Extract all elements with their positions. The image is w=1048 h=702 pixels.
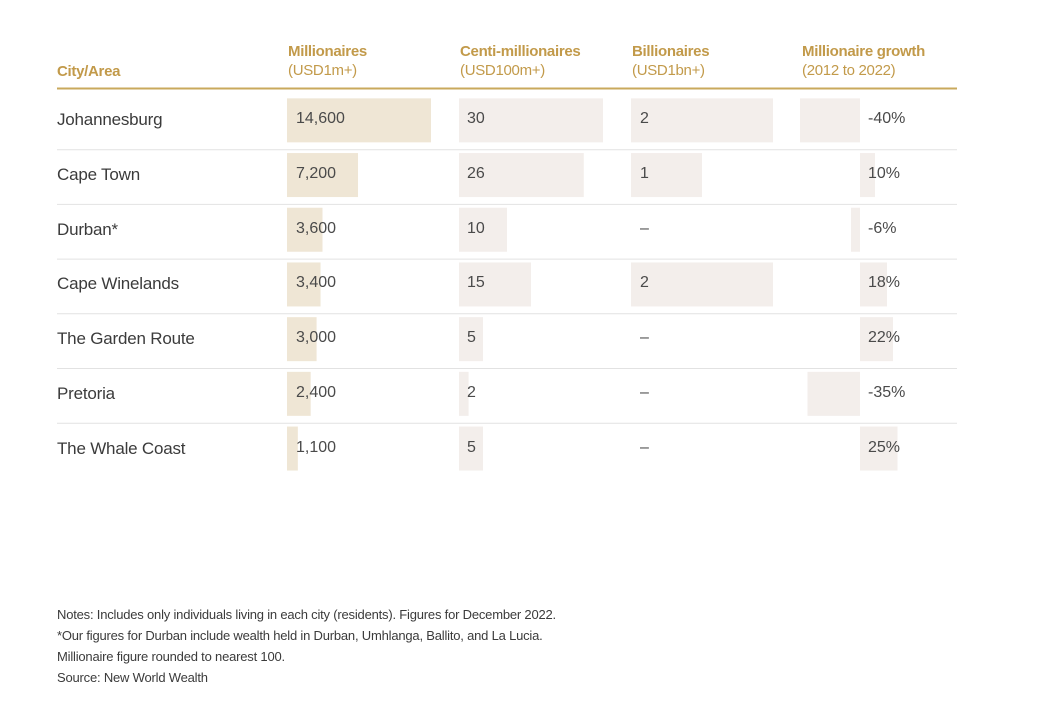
millionaires-bar [287,371,311,416]
billionaires-bar [631,262,773,307]
header-growth-label: Millionaire growth [802,43,925,60]
centi-bar [459,98,603,143]
centi-value: 15 [467,274,485,292]
note-line: Millionaire figure rounded to nearest 10… [57,649,285,664]
header-growth: Millionaire growth (2012 to 2022) [802,42,925,80]
note-line: *Our figures for Durban include wealth h… [57,628,543,643]
growth-value: 18% [868,274,901,292]
centi-bar [459,426,483,471]
millionaires-value: 1,100 [296,438,337,456]
centi-value: 2 [467,383,476,401]
header-centi-unit: (USD100m+) [460,62,545,79]
note-line: Source: New World Wealth [57,670,208,685]
centi-value: 10 [467,219,485,237]
growth-value: 22% [868,329,901,347]
centi-value: 5 [467,329,476,347]
growth-bar [860,317,893,362]
millionaires-bar [287,153,359,198]
centi-value: 5 [467,438,476,456]
millionaires-bar [287,262,321,307]
billionaires-value: – [640,438,649,456]
city-label: The Garden Route [57,329,195,349]
billionaires-value: – [640,383,649,401]
millionaires-value: 3,600 [296,219,337,237]
centi-value: 26 [467,165,485,183]
city-label: Johannesburg [57,110,163,130]
header-billionaires-label: Billionaires [632,43,710,60]
millionaires-value: 3,400 [296,274,337,292]
city-label: Cape Winelands [57,274,179,294]
header-millionaires-label: Millionaires [288,43,367,60]
note-line: Notes: Includes only individuals living … [57,607,556,622]
billionaires-value: 2 [640,110,649,128]
header-millionaires: Millionaires (USD1m+) [288,42,367,80]
header-city-label: City/Area [57,63,121,80]
growth-bar [800,98,860,143]
millionaires-value: 14,600 [296,110,345,128]
billionaires-value: – [640,219,649,237]
centi-bar [459,153,584,198]
millionaires-value: 3,000 [296,329,337,347]
rule-layer [57,87,957,424]
header-millionaires-unit: (USD1m+) [288,62,357,79]
header-city: City/Area [57,62,120,81]
city-label: Cape Town [57,165,140,185]
billionaires-bar [631,153,702,198]
city-label: The Whale Coast [57,438,186,458]
city-label: Pretoria [57,383,115,403]
header-growth-unit: (2012 to 2022) [802,62,896,79]
header-billionaires-unit: (USD1bn+) [632,62,705,79]
centi-bar [459,317,483,362]
centi-bar [459,371,469,416]
growth-bar [860,262,887,307]
growth-value: -35% [868,383,906,401]
city-label: Durban* [57,219,118,239]
centi-bar [459,262,531,307]
header-centi-label: Centi-millionaires [460,43,581,60]
millionaires-value: 7,200 [296,165,337,183]
billionaires-value: 2 [640,274,649,292]
growth-bar [807,371,860,416]
millionaires-value: 2,400 [296,383,337,401]
billionaires-bar [631,98,773,143]
millionaires-bar [287,98,431,143]
growth-value: 10% [868,165,901,183]
growth-value: -40% [868,110,906,128]
growth-bar [851,207,860,252]
bar-layer [287,98,898,471]
millionaires-bar [287,426,298,471]
header-billionaires: Billionaires (USD1bn+) [632,42,710,80]
centi-bar [459,207,507,252]
growth-bar [860,153,875,198]
header-centi: Centi-millionaires (USD100m+) [460,42,581,80]
notes: Notes: Includes only individuals living … [57,604,556,688]
growth-value: 25% [868,438,901,456]
millionaires-bar [287,317,317,362]
growth-value: -6% [868,219,897,237]
millionaires-bar [287,207,323,252]
growth-bar [860,426,898,471]
billionaires-value: – [640,329,649,347]
centi-value: 30 [467,110,485,128]
billionaires-value: 1 [640,165,649,183]
